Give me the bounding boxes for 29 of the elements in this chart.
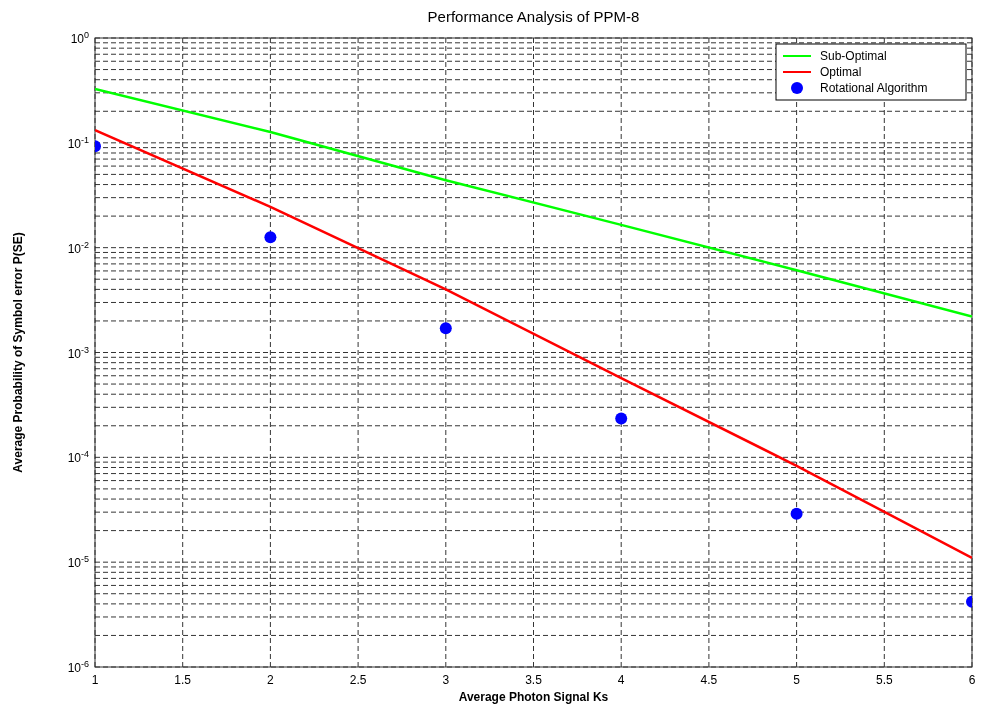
y-tick-label: 10$^{0}$ [70, 30, 89, 46]
point [439, 322, 452, 335]
x-tick-label: 3.5 [525, 673, 543, 687]
x-tick-label: 5 [793, 673, 801, 687]
y-tick-label: 10$^{-5}$ [67, 554, 89, 571]
line-series [95, 128, 972, 560]
y-tick-label: 10$^{-3}$ [67, 344, 89, 361]
y-tick-label: 10$^{-6}$ [67, 659, 89, 675]
chart-title: Performance Analysis of PPM-8 [427, 8, 640, 25]
legend-label: Rotational Algorithm [820, 81, 928, 95]
point [264, 231, 277, 244]
x-tick-label: 4.5 [700, 673, 718, 687]
point [615, 412, 628, 425]
x-tick-label: 4 [617, 673, 625, 687]
y-tick-label: 10$^{-4}$ [67, 449, 89, 466]
x-tick-label: 5.5 [875, 673, 893, 687]
y-tick-label: 10$^{-1}$ [67, 134, 89, 151]
legend-label: Optimal [820, 65, 862, 79]
x-tick-label: 2 [267, 673, 275, 687]
y-tick-label: 10$^{-2}$ [67, 239, 89, 256]
point [790, 507, 803, 520]
x-tick-label: 6 [968, 673, 976, 687]
x-tick-label: 2.5 [349, 673, 367, 687]
legend-label: Sub-Optimal [820, 49, 887, 63]
y-axis-title: Average Probability of Symbol error P(SE) [11, 232, 25, 473]
x-axis-title: Average Photon Signal Ks [458, 690, 609, 704]
x-tick-label: 3 [442, 673, 450, 687]
x-tick-label: 1.5 [174, 673, 192, 687]
x-tick-label: 1 [91, 673, 99, 687]
